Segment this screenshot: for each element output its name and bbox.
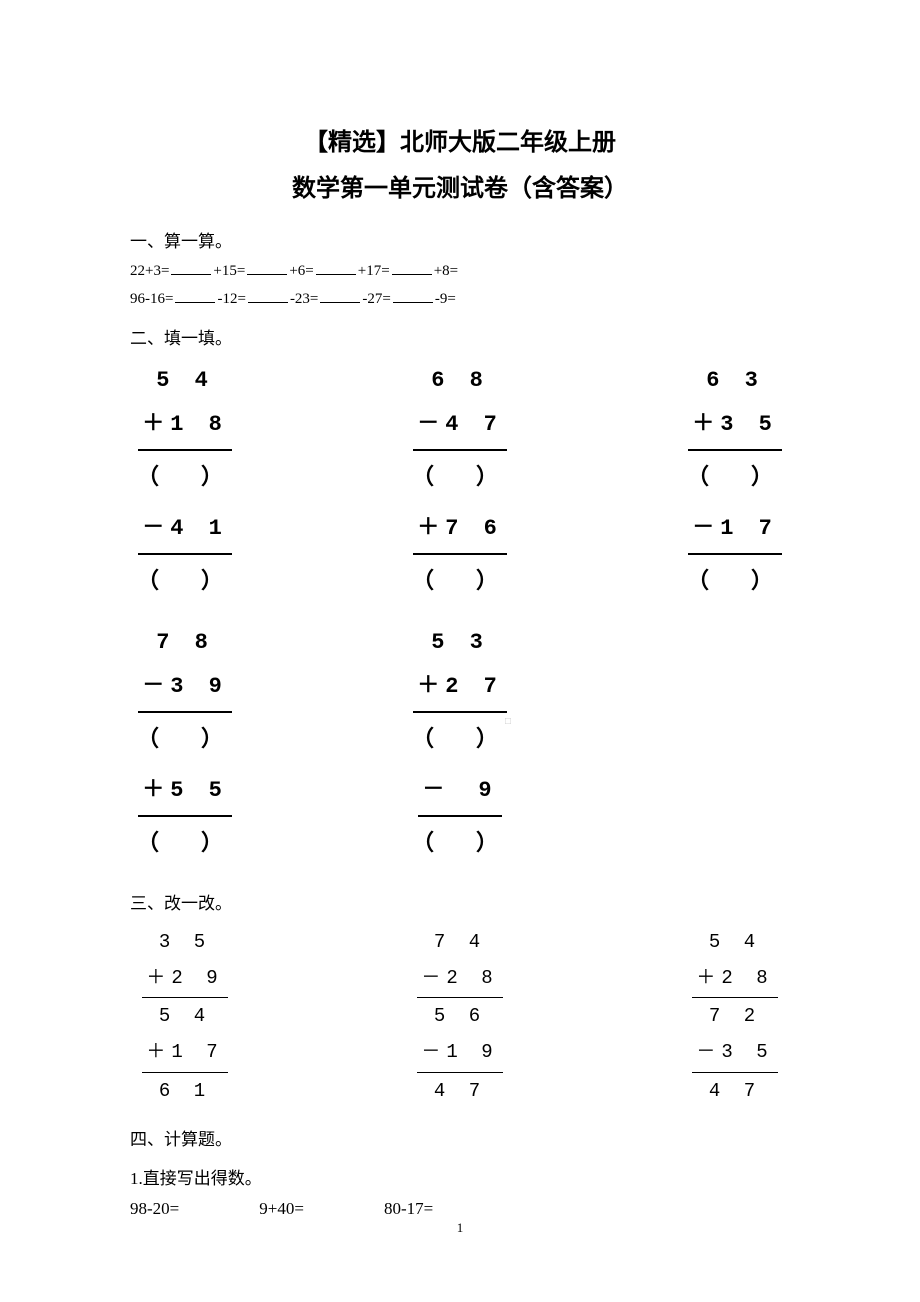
answer-blank: （ ）	[412, 555, 508, 611]
vertical-problem: 5 4 ＋2 8 7 2 －3 5 4 7	[680, 924, 790, 1108]
operand-op: －3 5	[692, 1034, 777, 1072]
answer-blank: （ ）	[687, 451, 783, 507]
blank-field	[316, 260, 356, 275]
answer-blank: （ ）	[412, 451, 508, 507]
operand-top: 5 3	[427, 621, 493, 665]
operand-op: ＋1 7	[142, 1034, 227, 1072]
operand-top: 3 5	[155, 924, 215, 960]
operand-op: －1 7	[688, 507, 782, 555]
chain2-part3: -23=	[290, 291, 318, 307]
chain-equation-2: 96-16= -12= -23= -27= -9=	[130, 288, 790, 308]
vertical-problem: 6 3 ＋3 5 （ ） －1 7 （ ）	[680, 359, 790, 611]
operand-op: ＋3 5	[688, 403, 782, 451]
chain2-part1: 96-16=	[130, 291, 173, 307]
chain2-part4: -27=	[362, 291, 390, 307]
operand-op: －3 9	[138, 665, 232, 713]
operand-op: ＋2 7	[413, 665, 507, 713]
operand-op: ＋1 8	[138, 403, 232, 451]
vertical-problem: 3 5 ＋2 9 5 4 ＋1 7 6 1	[130, 924, 240, 1108]
result-line: 4 7	[705, 1073, 765, 1109]
title-line-2: 数学第一单元测试卷（含答案）	[130, 166, 790, 212]
vertical-row-3: 3 5 ＋2 9 5 4 ＋1 7 6 1 7 4 －2 8 5 6 －1 9 …	[130, 924, 790, 1108]
blank-field	[247, 260, 287, 275]
equation: 98-20=	[130, 1199, 179, 1219]
vertical-row-2: 7 8 －3 9 （ ） ＋5 5 （ ） 5 3 ＋2 7 （ ） － 9 （…	[130, 621, 790, 873]
vertical-problem: 7 4 －2 8 5 6 －1 9 4 7	[405, 924, 515, 1108]
equation: 80-17=	[384, 1199, 433, 1219]
chain2-part5: -9=	[435, 291, 456, 307]
result-line: 7 2	[705, 998, 765, 1034]
chain1-part5: +8=	[434, 263, 458, 279]
result-line: 5 6	[430, 998, 490, 1034]
chain1-part2: +15=	[213, 263, 245, 279]
operand-top: 5 4	[152, 359, 218, 403]
operand-op: －2 8	[417, 960, 502, 998]
operand-top: 6 8	[427, 359, 493, 403]
chain-equation-1: 22+3= +15= +6= +17= +8=	[130, 260, 790, 280]
operand-op: ＋5 5	[138, 769, 232, 817]
operand-op: ＋2 9	[142, 960, 227, 998]
vertical-problem: 7 8 －3 9 （ ） ＋5 5 （ ）	[130, 621, 240, 873]
section-1-heading: 一、算一算。	[130, 227, 790, 252]
answer-blank: （ ）	[412, 817, 508, 873]
operand-top: 6 3	[702, 359, 768, 403]
chain2-part2: -12=	[217, 291, 245, 307]
operand-op: － 9	[418, 769, 501, 817]
operand-op: －4 1	[138, 507, 232, 555]
answer-blank: （ ）	[137, 713, 233, 769]
blank-field	[175, 288, 215, 303]
operand-op: －1 9	[417, 1034, 502, 1072]
page-number: 1	[0, 1220, 920, 1236]
equation-row: 98-20= 9+40= 80-17=	[130, 1199, 790, 1219]
section-4-sub: 1.直接写出得数。	[130, 1164, 790, 1189]
chain1-part4: +17=	[358, 263, 390, 279]
vertical-row-1: 5 4 ＋1 8 （ ） －4 1 （ ） 6 8 －4 7 （ ） ＋7 6 …	[130, 359, 790, 611]
operand-top: 7 8	[152, 621, 218, 665]
chain1-part3: +6=	[289, 263, 313, 279]
section-2-heading: 二、填一填。	[130, 324, 790, 349]
chain1-part1: 22+3=	[130, 263, 169, 279]
operand-op: －4 7	[413, 403, 507, 451]
vertical-problem: 6 8 －4 7 （ ） ＋7 6 （ ）	[405, 359, 515, 611]
answer-blank: （ ）	[137, 555, 233, 611]
vertical-problem: 5 3 ＋2 7 （ ） － 9 （ ）	[405, 621, 515, 873]
result-line: 6 1	[155, 1073, 215, 1109]
answer-blank: （ ）	[687, 555, 783, 611]
result-line: 4 7	[430, 1073, 490, 1109]
blank-field	[392, 260, 432, 275]
answer-blank: （ ）	[137, 817, 233, 873]
operand-top: 7 4	[430, 924, 490, 960]
section-4-heading: 四、计算题。	[130, 1125, 790, 1150]
answer-blank: （ ）	[412, 713, 508, 769]
operand-op: ＋7 6	[413, 507, 507, 555]
result-line: 5 4	[155, 998, 215, 1034]
operand-top: 5 4	[705, 924, 765, 960]
equation: 9+40=	[259, 1199, 304, 1219]
blank-field	[248, 288, 288, 303]
blank-field	[320, 288, 360, 303]
section-3-heading: 三、改一改。	[130, 889, 790, 914]
operand-op: ＋2 8	[692, 960, 777, 998]
blank-field	[393, 288, 433, 303]
answer-blank: （ ）	[137, 451, 233, 507]
watermark-icon: □	[505, 716, 511, 727]
blank-field	[171, 260, 211, 275]
vertical-problem: 5 4 ＋1 8 （ ） －4 1 （ ）	[130, 359, 240, 611]
title-line-1: 【精选】北师大版二年级上册	[130, 120, 790, 166]
